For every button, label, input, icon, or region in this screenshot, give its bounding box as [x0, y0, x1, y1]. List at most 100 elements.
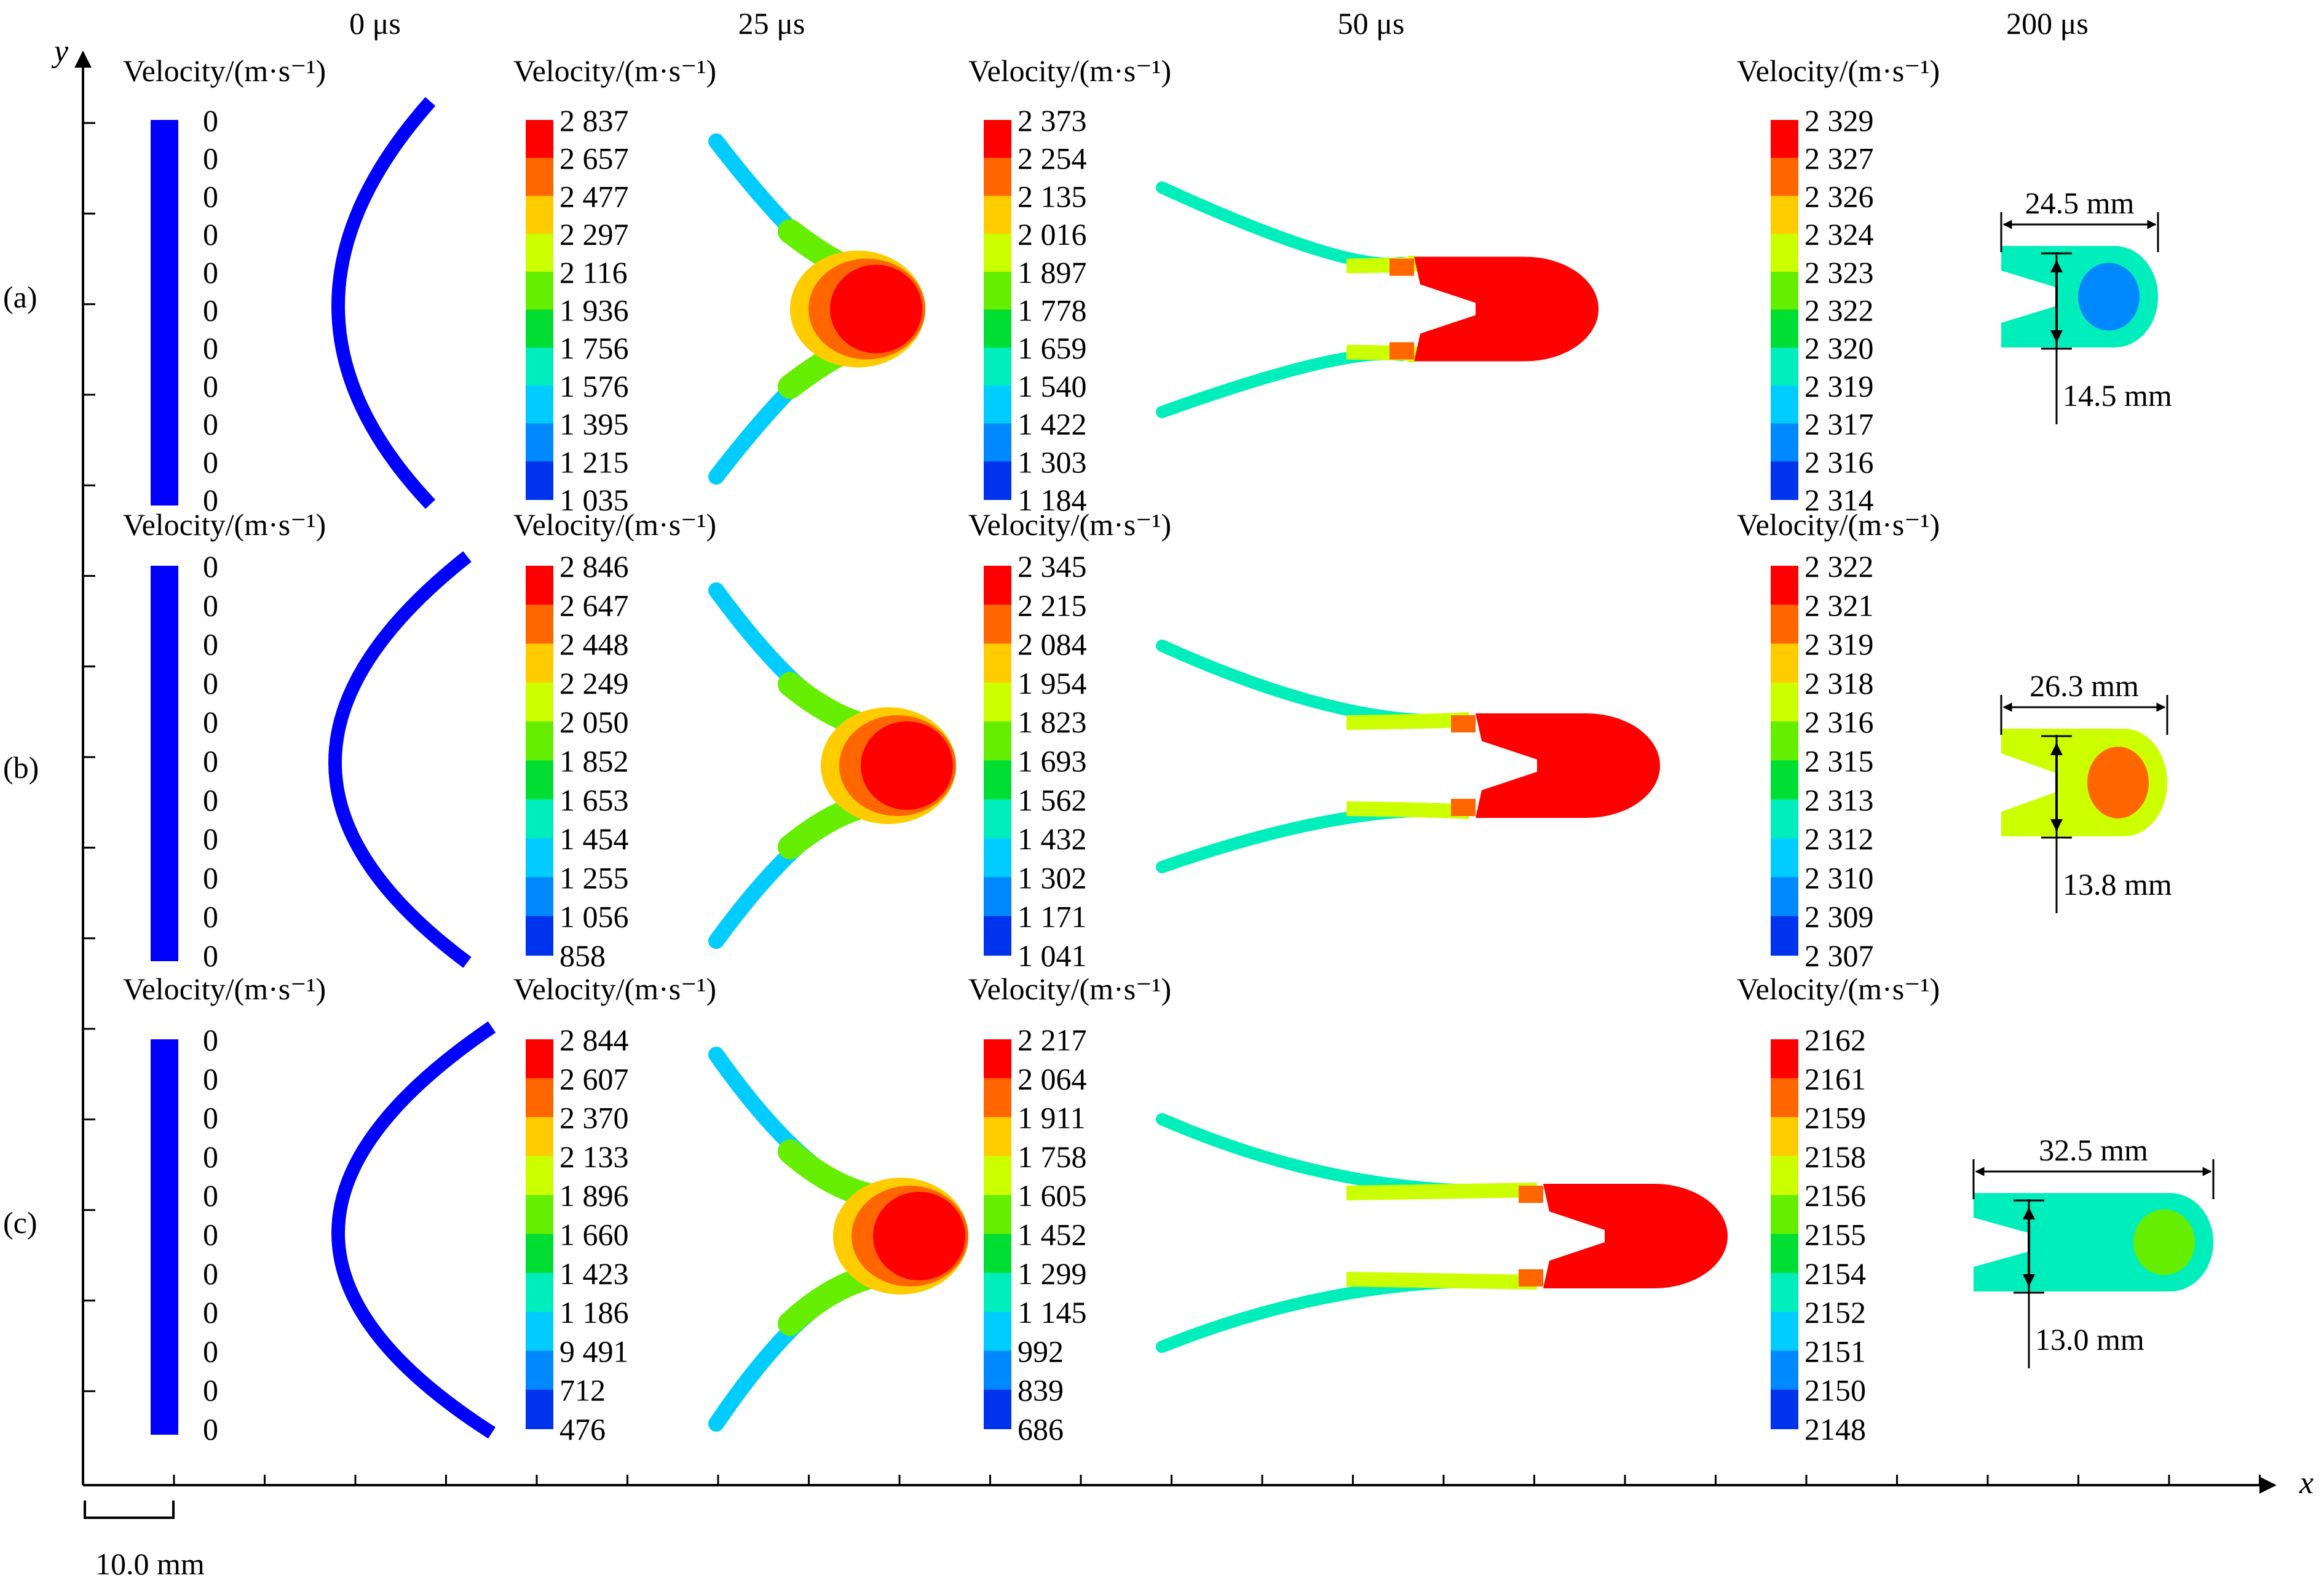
time-label-0us: 0 μs: [349, 6, 401, 41]
legend-swatch: [984, 347, 1011, 386]
legend-value: 2 844: [559, 1023, 629, 1057]
legend-value: 1 954: [1018, 666, 1087, 700]
legend-value: 1 423: [559, 1256, 629, 1291]
legend-swatch: [984, 799, 1011, 839]
legend-swatch: [526, 385, 553, 424]
legend-value: 2 133: [559, 1140, 629, 1174]
legend-value: 1 395: [559, 407, 629, 442]
legend-value: 2 370: [559, 1101, 629, 1135]
row-label: (c): [3, 1205, 38, 1240]
legend-swatch: [526, 309, 553, 349]
legend-swatch: [1771, 1039, 1798, 1079]
velocity-legend-25us: Velocity/(m·s⁻¹) 2 844 2 607 2 370 2 133 1 89…: [513, 972, 716, 1446]
legend-value: 2 050: [559, 705, 629, 739]
legend-value: 2 327: [1804, 141, 1874, 176]
figure-rows: (a) Velocity/(m·s⁻¹) 0 0 0 0 0 0 0 0 0 0 0 Velocity/(…: [3, 54, 2215, 1446]
jet-head-core: [861, 721, 953, 810]
legend-value: 1 660: [559, 1218, 629, 1252]
legend-value: 2161: [1804, 1061, 1866, 1096]
slug-200us: 24.5 mm 14.5 mm: [2000, 186, 2172, 424]
legend-value: 0: [203, 1178, 218, 1213]
jet-transition: [1519, 1269, 1543, 1287]
legend-value: 1 540: [1018, 369, 1087, 403]
legend-value: 9 491: [559, 1334, 629, 1368]
legend-value: 2 324: [1804, 217, 1874, 252]
slug-core: [2087, 747, 2149, 819]
legend-swatch: [526, 721, 553, 761]
legend-value: 2 448: [559, 627, 629, 662]
legend-value: 2148: [1804, 1412, 1866, 1446]
velocity-legend-200us: Velocity/(m·s⁻¹) 2 322 2 321 2 319 2 318 2 31…: [1737, 507, 1940, 973]
jet-shape-25us: [708, 133, 925, 485]
jet-transition: [1451, 799, 1476, 816]
legend-swatch: [526, 1156, 553, 1196]
x-axis-name: x: [2299, 1465, 2314, 1501]
legend-value: 2 135: [1018, 179, 1087, 213]
jet-body: [1543, 1184, 1728, 1288]
legend-swatch: [984, 1156, 1011, 1196]
jet-shape-25us: [708, 582, 956, 949]
legend-value: 992: [1018, 1334, 1064, 1368]
legend-swatch: [984, 1389, 1011, 1429]
legend-value: 2 309: [1804, 900, 1874, 934]
legend-value: 0: [203, 483, 218, 517]
legend-value: 0: [203, 666, 218, 700]
legend-value: 0: [203, 1061, 218, 1096]
legend-value: 1 576: [559, 369, 629, 403]
legend-value: 2150: [1804, 1373, 1866, 1408]
legend-value: 0: [203, 331, 218, 365]
legend-swatch: [526, 1350, 553, 1390]
jet-tail-mid: [1346, 1183, 1538, 1200]
legend-value: 0: [203, 1140, 218, 1174]
legend-value: 0: [203, 141, 218, 176]
legend-swatch: [1771, 423, 1798, 462]
legend-value: 2 322: [1804, 293, 1874, 328]
legend-swatch: [1771, 838, 1798, 878]
legend-swatch: [984, 309, 1011, 349]
legend-value: 2 319: [1804, 627, 1874, 662]
legend-value: 2 313: [1804, 783, 1874, 817]
legend-value: 0: [203, 783, 218, 817]
row-label: (b): [3, 750, 39, 785]
legend-swatch: [1771, 271, 1798, 311]
legend-title: Velocity/(m·s⁻¹): [1737, 972, 1940, 1006]
legend-title: Velocity/(m·s⁻¹): [123, 54, 326, 88]
legend-value: 2156: [1804, 1178, 1866, 1213]
row-a: (a)Velocity/(m·s⁻¹)00000000000Velocity/(…: [3, 54, 2172, 517]
liner-arc-0us: [331, 1021, 496, 1439]
legend-value: 2 319: [1804, 369, 1874, 403]
legend-value: 0: [203, 217, 218, 252]
legend-value: 2 345: [1018, 549, 1087, 584]
legend-swatch: [526, 643, 553, 683]
jet-head-core: [873, 1192, 965, 1280]
jet-shape-50us: [1156, 181, 1599, 418]
legend-swatch: [526, 1272, 553, 1313]
jet-transition: [1389, 258, 1414, 276]
legend-title: Velocity/(m·s⁻¹): [513, 54, 716, 88]
velocity-legend-0us: Velocity/(m·s⁻¹) 0 0 0 0 0 0 0 0 0 0 0: [123, 972, 326, 1446]
legend-swatch: [984, 838, 1011, 878]
legend-swatch: [984, 234, 1011, 272]
legend-value: 0: [203, 407, 218, 442]
legend-bar: [151, 120, 178, 506]
jet-head-core: [830, 264, 922, 354]
legend-value: 2 607: [559, 1061, 629, 1096]
legend-value: 0: [203, 900, 218, 934]
x-axis-ticks: [173, 1475, 2261, 1485]
legend-value: 2 657: [559, 141, 629, 176]
legend-title: Velocity/(m·s⁻¹): [1737, 54, 1940, 88]
legend-value: 1 186: [559, 1295, 629, 1330]
row-label: (a): [3, 280, 38, 314]
legend-swatch: [1771, 605, 1798, 644]
legend-value: 0: [203, 369, 218, 403]
legend-swatch: [1771, 760, 1798, 800]
scale-bar-label: 10.0 mm: [95, 1547, 205, 1581]
legend-value: 1 778: [1018, 293, 1087, 328]
legend-value: 1 693: [1018, 744, 1087, 779]
legend-swatch: [526, 120, 553, 159]
legend-value: 0: [203, 822, 218, 856]
legend-value: 0: [203, 1256, 218, 1291]
legend-swatch: [984, 1078, 1011, 1118]
legend-swatch: [526, 760, 553, 800]
